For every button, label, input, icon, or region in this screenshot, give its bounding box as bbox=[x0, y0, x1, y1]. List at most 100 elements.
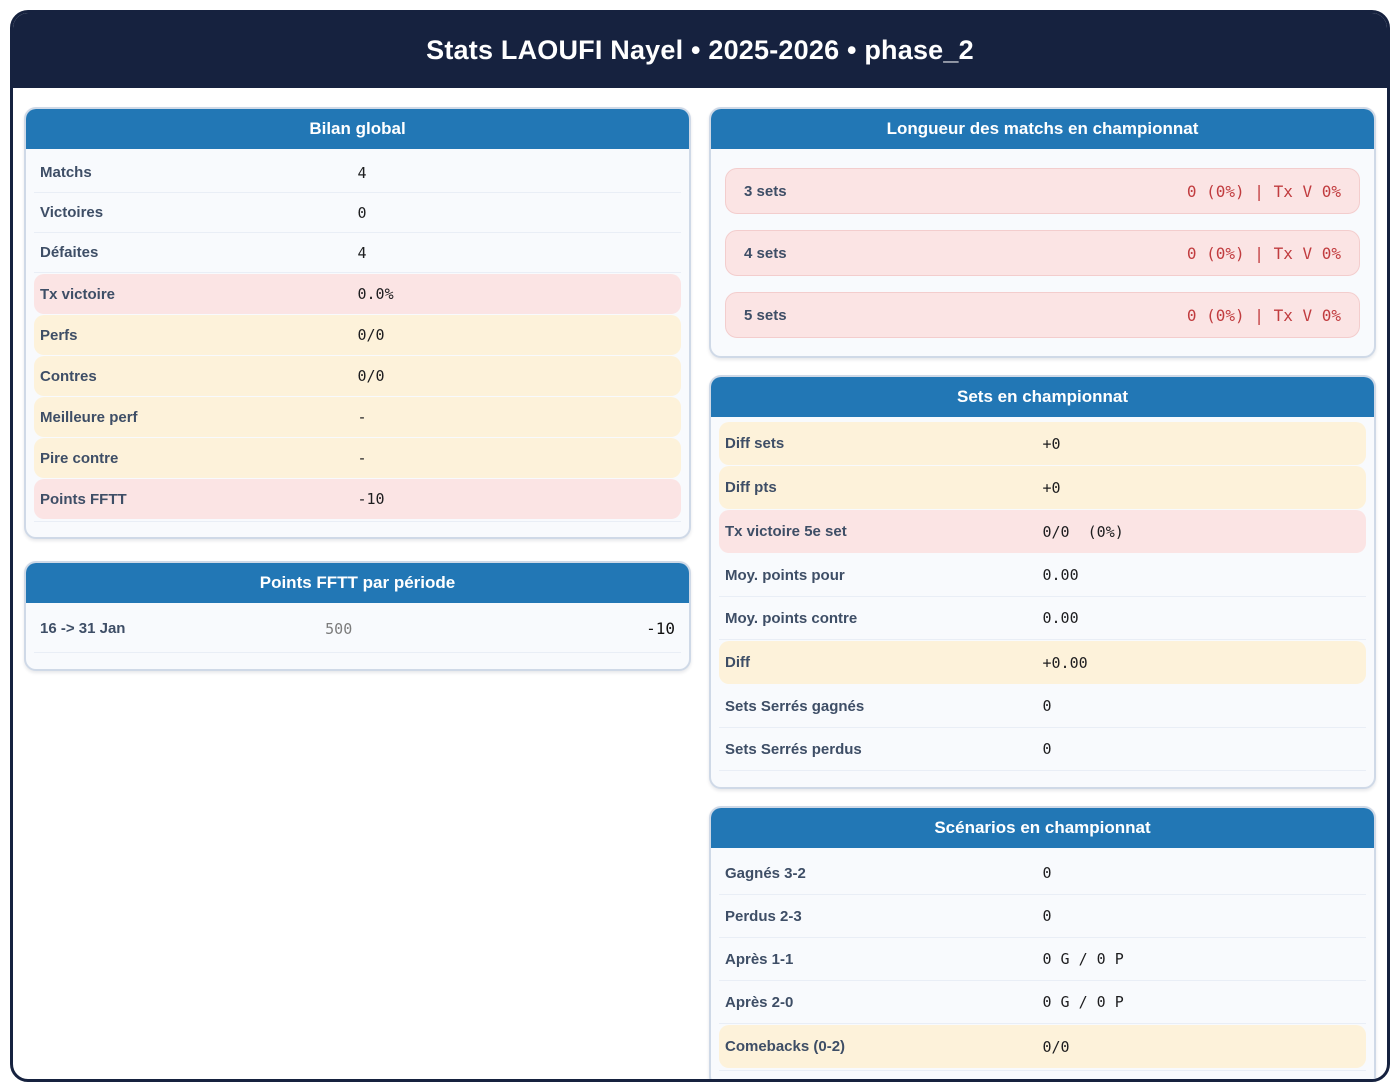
card-longueur-matchs-title: Longueur des matchs en championnat bbox=[711, 109, 1374, 149]
stat-label: Meilleure perf bbox=[40, 408, 138, 426]
stat-row-contres: Contres 0/0 bbox=[34, 356, 681, 396]
scenarios-rows: Gagnés 3-2 0 Perdus 2-3 0 Après 1-1 0 G … bbox=[711, 848, 1374, 1068]
stat-row-moy-points-contre: Moy. points contre 0.00 bbox=[719, 597, 1366, 640]
stat-value: 0/0 bbox=[1042, 1037, 1070, 1056]
stat-value: +0.00 bbox=[1042, 653, 1088, 672]
longueur-rows: 3 sets 0 (0%) | Tx V 0% 4 sets 0 (0%) | … bbox=[711, 149, 1374, 356]
stat-value: 0/0 bbox=[357, 367, 385, 385]
stat-row-points-fftt: Points FFTT -10 bbox=[34, 479, 681, 519]
card-footer bbox=[34, 653, 681, 669]
stat-label: Victoires bbox=[40, 204, 104, 221]
stat-value: 0.00 bbox=[1042, 609, 1079, 627]
stat-label: 5 sets bbox=[744, 306, 787, 324]
stat-label: Gagnés 3-2 bbox=[725, 864, 806, 882]
stat-row-diff-sets: Diff sets +0 bbox=[719, 422, 1366, 465]
stat-value: 0 (0%) | Tx V 0% bbox=[1186, 305, 1341, 325]
window-title-bar: Stats LAOUFI Nayel • 2025-2026 • phase_2 bbox=[13, 13, 1387, 88]
stat-value: 0 (0%) | Tx V 0% bbox=[1186, 243, 1341, 263]
stat-value: 0 (0%) | Tx V 0% bbox=[1186, 181, 1341, 201]
stat-value: 4 bbox=[357, 163, 367, 182]
stat-row-4-sets: 4 sets 0 (0%) | Tx V 0% bbox=[725, 230, 1360, 276]
stat-label: Matchs bbox=[40, 164, 92, 181]
stat-row-victoires: Victoires 0 bbox=[34, 193, 681, 233]
stat-value: 0.00 bbox=[1042, 566, 1079, 584]
stat-row-sets-serres-perdus: Sets Serrés perdus 0 bbox=[719, 728, 1366, 771]
stat-label: Moy. points pour bbox=[725, 566, 845, 584]
stat-label: 4 sets bbox=[744, 244, 787, 262]
stat-row-apres-2-0: Après 2-0 0 G / 0 P bbox=[719, 981, 1366, 1024]
card-scenarios-championnat: Scénarios en championnat Gagnés 3-2 0 Pe… bbox=[709, 806, 1376, 1079]
stat-row-pire-contre: Pire contre - bbox=[34, 438, 681, 478]
stat-label: Points FFTT bbox=[40, 490, 127, 508]
stat-row-gagnes-3-2: Gagnés 3-2 0 bbox=[719, 852, 1366, 895]
period-diff: -10 bbox=[646, 619, 675, 638]
period-label: 16 -> 31 Jan bbox=[40, 620, 126, 637]
stat-value: 4 bbox=[357, 243, 367, 262]
right-column: Longueur des matchs en championnat 3 set… bbox=[709, 107, 1376, 1079]
card-bilan-global-title: Bilan global bbox=[26, 109, 689, 149]
stat-row-perfs: Perfs 0/0 bbox=[34, 315, 681, 355]
stat-row-5-sets: 5 sets 0 (0%) | Tx V 0% bbox=[725, 292, 1360, 338]
bilan-rows: Matchs 4 Victoires 0 Défaites 4 Tx victo… bbox=[26, 149, 689, 519]
stat-value: +0 bbox=[1042, 478, 1061, 497]
stat-label: Après 1-1 bbox=[725, 950, 794, 968]
stat-label: Contres bbox=[40, 367, 97, 385]
stat-label: Défaites bbox=[40, 244, 99, 261]
period-points: 500 bbox=[325, 619, 353, 638]
stat-value: 0/0 bbox=[357, 326, 385, 344]
stat-row-moy-points-pour: Moy. points pour 0.00 bbox=[719, 554, 1366, 597]
card-footer bbox=[719, 1070, 1366, 1079]
card-points-fftt-periode-title: Points FFTT par période bbox=[26, 563, 689, 603]
stat-label: Sets Serrés perdus bbox=[725, 740, 862, 758]
stat-label: 3 sets bbox=[744, 182, 787, 200]
stat-value: - bbox=[357, 449, 367, 467]
stat-value: 0.0% bbox=[357, 285, 394, 303]
stat-value: -10 bbox=[357, 490, 385, 508]
stat-label: Comebacks (0-2) bbox=[725, 1038, 846, 1055]
card-sets-championnat-title: Sets en championnat bbox=[711, 377, 1374, 417]
stat-row-sets-serres-gagnes: Sets Serrés gagnés 0 bbox=[719, 685, 1366, 728]
stat-value: 0 G / 0 P bbox=[1042, 950, 1124, 968]
stat-label: Diff pts bbox=[725, 479, 777, 496]
stat-row-diff: Diff +0.00 bbox=[719, 641, 1366, 684]
stat-row-apres-1-1: Après 1-1 0 G / 0 P bbox=[719, 938, 1366, 981]
stat-row-3-sets: 3 sets 0 (0%) | Tx V 0% bbox=[725, 168, 1360, 214]
stat-label: Moy. points contre bbox=[725, 609, 858, 627]
page-title: Stats LAOUFI Nayel • 2025-2026 • phase_2 bbox=[426, 35, 974, 65]
card-footer bbox=[34, 521, 681, 537]
stat-value: - bbox=[357, 408, 367, 426]
stat-row-tx-victoire: Tx victoire 0.0% bbox=[34, 274, 681, 314]
stat-label: Tx victoire bbox=[40, 285, 116, 303]
stat-row-matchs: Matchs 4 bbox=[34, 153, 681, 193]
stat-value: 0/0 (0%) bbox=[1042, 522, 1124, 541]
sets-rows: Diff sets +0 Diff pts +0 Tx victoire 5e … bbox=[711, 417, 1374, 771]
stat-row-comebacks: Comebacks (0-2) 0/0 bbox=[719, 1025, 1366, 1068]
stats-window: Stats LAOUFI Nayel • 2025-2026 • phase_2… bbox=[10, 10, 1390, 1082]
stat-label: Tx victoire 5e set bbox=[725, 523, 847, 540]
card-sets-championnat: Sets en championnat Diff sets +0 Diff pt… bbox=[709, 375, 1376, 789]
stat-value: 0 bbox=[1042, 907, 1052, 925]
stat-value: 0 bbox=[1042, 697, 1052, 715]
stat-label: Perdus 2-3 bbox=[725, 907, 802, 925]
card-bilan-global: Bilan global Matchs 4 Victoires 0 Défait… bbox=[24, 107, 691, 539]
stat-label: Diff sets bbox=[725, 435, 785, 452]
stat-label: Perfs bbox=[40, 326, 78, 344]
stat-value: +0 bbox=[1042, 434, 1061, 453]
stat-value: 0 bbox=[1042, 740, 1052, 758]
card-scenarios-championnat-title: Scénarios en championnat bbox=[711, 808, 1374, 848]
stat-row-meilleure-perf: Meilleure perf - bbox=[34, 397, 681, 437]
stat-label: Pire contre bbox=[40, 449, 119, 467]
card-footer bbox=[719, 771, 1366, 787]
stat-label: Après 2-0 bbox=[725, 993, 794, 1011]
stat-label: Diff bbox=[725, 654, 750, 671]
stat-row-tx-victoire-5e-set: Tx victoire 5e set 0/0 (0%) bbox=[719, 510, 1366, 553]
stat-value: 0 bbox=[1042, 864, 1052, 882]
stat-row-defaites: Défaites 4 bbox=[34, 233, 681, 273]
content-area: Bilan global Matchs 4 Victoires 0 Défait… bbox=[13, 88, 1387, 1079]
stat-row-diff-pts: Diff pts +0 bbox=[719, 466, 1366, 509]
left-column: Bilan global Matchs 4 Victoires 0 Défait… bbox=[24, 107, 691, 1079]
stat-row-perdus-2-3: Perdus 2-3 0 bbox=[719, 895, 1366, 938]
stat-value: 0 G / 0 P bbox=[1042, 993, 1124, 1011]
card-points-fftt-periode: Points FFTT par période 16 -> 31 Jan 500… bbox=[24, 561, 691, 671]
stat-value: 0 bbox=[357, 203, 367, 222]
